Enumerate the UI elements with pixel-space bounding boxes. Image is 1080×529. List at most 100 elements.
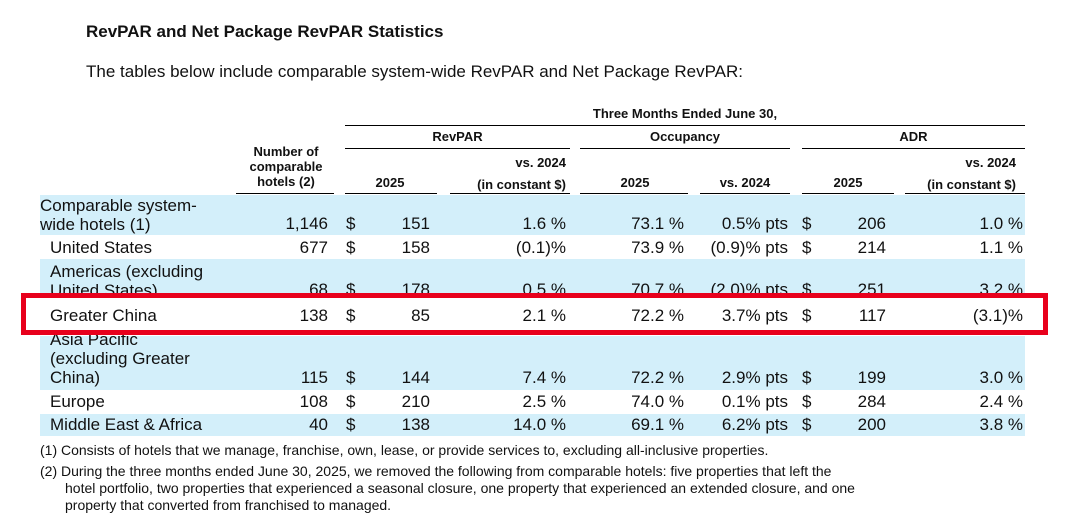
revpar-value: 210 (401, 392, 430, 411)
adr-change: 2.4 % (979, 392, 1023, 411)
adr-rule (802, 148, 1025, 149)
revpar-value: 138 (401, 415, 430, 434)
occupancy-value: 73.1 % (631, 214, 684, 233)
hotels-count: 677 (299, 238, 328, 257)
hotels-count: 1,146 (285, 214, 328, 233)
adr-vs-line2: (in constant $) (927, 177, 1016, 192)
num-hotels-rule (236, 193, 334, 194)
row-label: Asia Pacific (excluding Greater China) (50, 330, 190, 387)
occupancy-change: 2.9% pts (721, 368, 788, 387)
adr-header: ADR (899, 129, 928, 144)
occ-vs-header: vs. 2024 (719, 175, 771, 190)
revpar-value: 158 (401, 238, 430, 257)
revpar-change: 1.6 % (522, 214, 566, 233)
currency-symbol: $ (346, 415, 356, 434)
currency-symbol: $ (802, 415, 812, 434)
adr-value: 117 (858, 306, 886, 325)
section-title: RevPAR and Net Package RevPAR Statistics (86, 22, 444, 41)
currency-symbol: $ (802, 368, 812, 387)
occ-year-header: 2025 (620, 175, 650, 190)
num-hotels-header-line3: hotels (2) (257, 174, 315, 189)
row-band-7 (40, 414, 1025, 436)
adr-change: 3.0 % (979, 368, 1023, 387)
occupancy-change: (0.9)% pts (710, 238, 788, 257)
currency-symbol: $ (802, 214, 812, 233)
occupancy-change: 0.5% pts (721, 214, 788, 233)
occupancy-rule (580, 148, 790, 149)
footnote-2: (2) During the three months ended June 3… (40, 463, 855, 514)
currency-symbol: $ (802, 280, 812, 299)
adr-vs-line1: vs. 2024 (965, 155, 1016, 170)
revpar-year-rule (345, 193, 437, 194)
hotels-count: 108 (299, 392, 328, 411)
adr-year-header: 2025 (833, 175, 863, 190)
period-rule (345, 125, 1025, 126)
currency-symbol: $ (346, 392, 356, 411)
revpar-value: 85 (411, 306, 430, 325)
adr-vs-header: vs. 2024 (in constant $) (900, 152, 1016, 196)
num-hotels-header: Number of comparable hotels (2) (236, 144, 336, 189)
row-label: Comparable system- wide hotels (1) (40, 196, 197, 234)
num-hotels-header-line2: comparable (249, 159, 323, 174)
currency-symbol: $ (346, 214, 356, 233)
footnote-2-line3: property that converted from franchised … (65, 497, 392, 513)
hotels-count: 115 (300, 368, 328, 387)
currency-symbol: $ (802, 238, 812, 257)
revpar-change: 2.5 % (522, 392, 566, 411)
adr-value: 214 (857, 238, 886, 257)
adr-value: 284 (857, 392, 886, 411)
revpar-value: 151 (401, 214, 430, 233)
occupancy-value: 72.2 % (631, 306, 684, 325)
occupancy-change: 3.7% pts (721, 306, 788, 325)
revpar-vs-line2: (in constant $) (477, 177, 566, 192)
occupancy-value: 73.9 % (631, 238, 684, 257)
footnote-1: (1) Consists of hotels that we manage, f… (40, 442, 769, 458)
occupancy-value: 69.1 % (631, 415, 684, 434)
occupancy-change: 6.2% pts (721, 415, 788, 434)
row-band-3 (40, 259, 1025, 297)
highlight-box (21, 293, 1048, 335)
adr-change: 3.8 % (979, 415, 1023, 434)
row-label-line1: Americas (excluding (50, 262, 204, 281)
adr-vs-rule (905, 193, 1025, 194)
occupancy-value: 74.0 % (631, 392, 684, 411)
row-label-line3: China) (50, 368, 101, 387)
currency-symbol: $ (346, 238, 356, 257)
revpar-rule (345, 148, 570, 149)
num-hotels-header-line1: Number of (253, 144, 319, 159)
currency-symbol: $ (346, 368, 356, 387)
revpar-vs-rule (450, 193, 570, 194)
currency-symbol: $ (346, 306, 356, 325)
occ-year-rule (580, 193, 688, 194)
row-label: Greater China (50, 306, 157, 325)
adr-value: 200 (857, 415, 886, 434)
revpar-value: 144 (401, 368, 430, 387)
revpar-change: 2.1 % (522, 306, 566, 325)
revpar-change: 7.4 % (522, 368, 566, 387)
currency-symbol: $ (802, 306, 812, 325)
revpar-change: 14.0 % (513, 415, 566, 434)
revpar-vs-header: vs. 2024 (in constant $) (450, 152, 566, 196)
revpar-change: (0.1)% (515, 238, 566, 257)
occupancy-value: 72.2 % (631, 368, 684, 387)
footnote-2-line1: (2) During the three months ended June 3… (40, 463, 832, 479)
adr-value: 206 (857, 214, 886, 233)
period-header: Three Months Ended June 30, (592, 106, 778, 121)
row-label: United States (50, 238, 153, 257)
row-band-1 (40, 195, 1025, 235)
row-band-5 (40, 336, 1025, 390)
adr-change: 1.0 % (979, 214, 1023, 233)
adr-value: 199 (857, 368, 886, 387)
row-label-line1: Comparable system- (40, 196, 197, 215)
row-label-line2: (excluding Greater (50, 349, 190, 368)
hotels-count: 40 (309, 415, 328, 434)
row-label-line2: wide hotels (1) (40, 215, 151, 234)
occupancy-change: 0.1% pts (721, 392, 788, 411)
intro-text: The tables below include comparable syst… (86, 62, 744, 81)
adr-year-rule (802, 193, 894, 194)
adr-change: (3.1)% (972, 306, 1023, 325)
hotels-count: 138 (299, 306, 328, 325)
occ-vs-rule (700, 193, 790, 194)
highlighted-row (26, 298, 1043, 330)
currency-symbol: $ (802, 392, 812, 411)
